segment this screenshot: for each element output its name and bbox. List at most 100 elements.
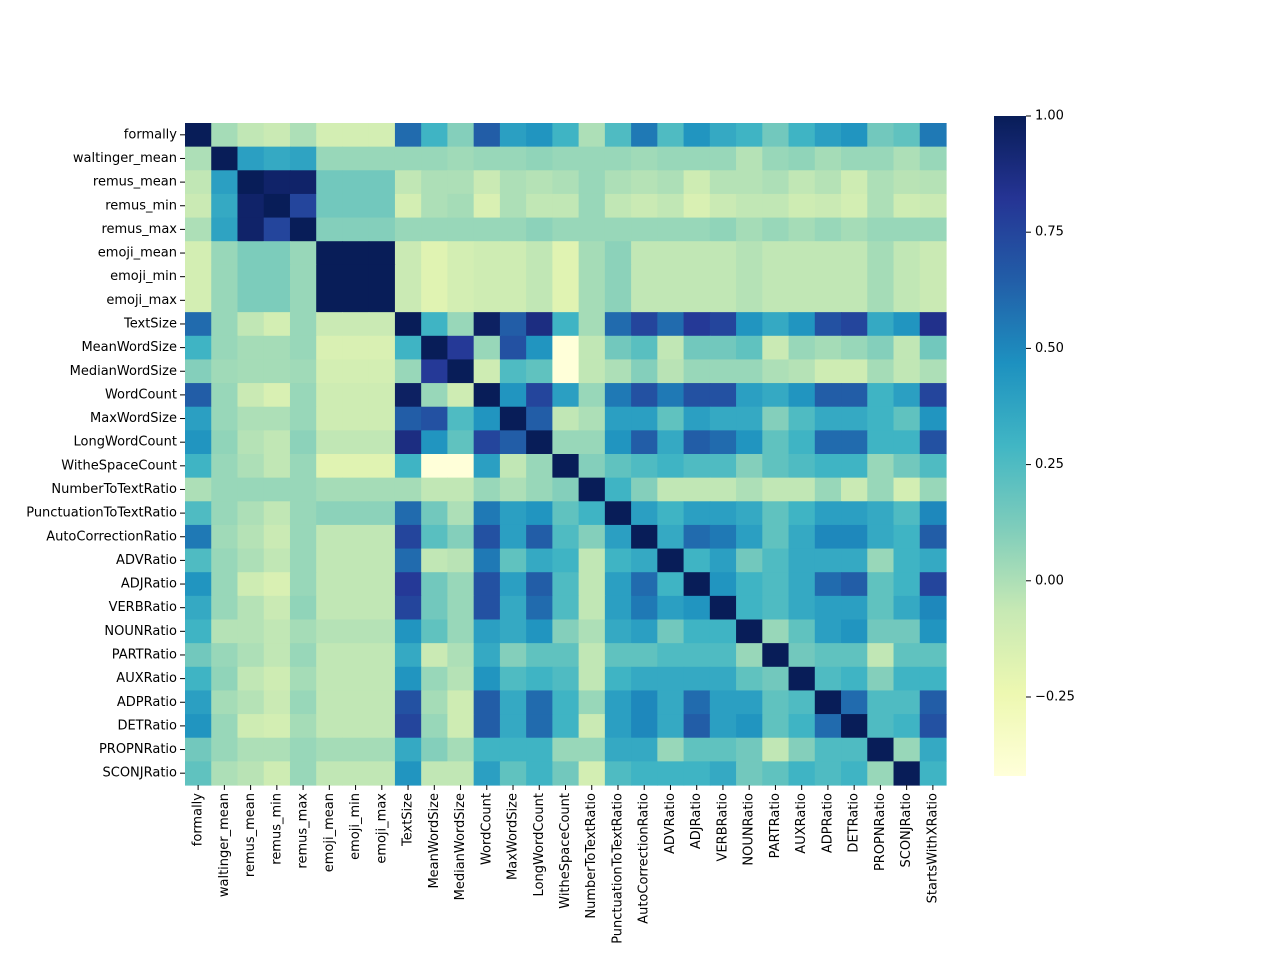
heatmap-cell — [788, 241, 816, 266]
heatmap-cell — [919, 383, 947, 408]
heatmap-cell — [919, 288, 947, 313]
heatmap-cell — [657, 666, 685, 692]
heatmap-cell — [499, 146, 527, 171]
heatmap-cell — [867, 241, 895, 266]
heatmap-cell — [631, 146, 658, 171]
heatmap-cell — [893, 548, 921, 573]
heatmap-cell — [683, 714, 711, 739]
heatmap-cell — [263, 477, 291, 502]
heatmap-cell — [552, 288, 580, 313]
heatmap-cell — [919, 217, 947, 242]
heatmap-cell — [447, 690, 475, 715]
heatmap-cell — [893, 193, 921, 219]
heatmap-cell — [237, 477, 265, 502]
heatmap-cell — [683, 737, 711, 762]
heatmap-cell — [604, 737, 632, 762]
heatmap-cell — [736, 359, 763, 384]
heatmap-cell — [342, 312, 370, 337]
heatmap-cell — [185, 288, 212, 313]
heatmap-cell — [499, 123, 527, 148]
heatmap-cell — [709, 643, 737, 668]
heatmap-cell — [289, 170, 317, 195]
heatmap-cell — [289, 193, 317, 219]
heatmap-cell — [394, 690, 422, 715]
heatmap-cell — [893, 737, 921, 762]
heatmap-cell — [657, 572, 685, 597]
heatmap-cell — [342, 123, 370, 148]
heatmap-cell — [526, 217, 553, 242]
heatmap-cell — [473, 359, 501, 384]
heatmap-cell — [263, 643, 291, 668]
heatmap-cell — [867, 714, 895, 739]
heatmap-cell — [631, 312, 658, 337]
heatmap-cell — [736, 619, 763, 644]
heatmap-cell — [893, 312, 921, 337]
heatmap-cell — [657, 359, 685, 384]
heatmap-cell — [263, 761, 291, 786]
heatmap-cell — [841, 241, 868, 266]
heatmap-cell — [368, 619, 396, 644]
heatmap-cell — [841, 714, 868, 739]
heatmap-cell — [657, 619, 685, 644]
heatmap-cell — [211, 359, 239, 384]
heatmap-cell — [526, 714, 553, 739]
heatmap-cell — [211, 383, 239, 408]
heatmap-cell — [394, 359, 422, 384]
heatmap-cell — [736, 714, 763, 739]
heatmap-cell — [709, 288, 737, 313]
heatmap-cell — [316, 241, 344, 266]
heatmap-cell — [316, 193, 344, 219]
heatmap-cell — [631, 335, 658, 361]
heatmap-cell — [473, 454, 501, 479]
heatmap-cell — [316, 146, 344, 171]
heatmap-cell — [289, 524, 317, 550]
heatmap-cell — [919, 524, 947, 550]
row-tick-label: ADPRatio — [117, 695, 177, 710]
heatmap-cell — [499, 595, 527, 621]
heatmap-cell — [893, 454, 921, 479]
heatmap-cell — [893, 690, 921, 715]
heatmap-cell — [919, 454, 947, 479]
heatmap-cell — [185, 595, 212, 621]
heatmap-cell — [814, 217, 842, 242]
heatmap-cell — [473, 312, 501, 337]
heatmap-cell — [631, 477, 658, 502]
heatmap-cell — [657, 123, 685, 148]
heatmap-cell — [893, 406, 921, 431]
heatmap-cell — [237, 595, 265, 621]
heatmap-cell — [683, 548, 711, 573]
heatmap-cell — [709, 737, 737, 762]
heatmap-cell — [919, 241, 947, 266]
heatmap-cell — [604, 335, 632, 361]
heatmap-cell — [814, 714, 842, 739]
heatmap-cell — [421, 264, 449, 290]
heatmap-cell — [578, 690, 606, 715]
heatmap-cell — [421, 666, 449, 692]
heatmap-cell — [368, 312, 396, 337]
heatmap-cell — [762, 548, 790, 573]
heatmap-cell — [919, 406, 947, 431]
heatmap-cell — [867, 454, 895, 479]
heatmap-cell — [736, 666, 763, 692]
heatmap-cell — [867, 619, 895, 644]
heatmap-cell — [185, 454, 212, 479]
heatmap-cell — [263, 170, 291, 195]
heatmap-cell — [814, 454, 842, 479]
heatmap-cell — [709, 241, 737, 266]
heatmap-cell — [578, 383, 606, 408]
heatmap-cell — [841, 690, 868, 715]
heatmap-cell — [447, 406, 475, 431]
heatmap-cell — [893, 761, 921, 786]
heatmap-cell — [394, 406, 422, 431]
heatmap-cell — [867, 312, 895, 337]
heatmap-cell — [578, 643, 606, 668]
heatmap-cell — [788, 170, 816, 195]
heatmap-cell — [657, 477, 685, 502]
heatmap-cell — [709, 383, 737, 408]
heatmap-cell — [526, 454, 553, 479]
heatmap-cell — [394, 288, 422, 313]
heatmap-cell — [736, 123, 763, 148]
heatmap-cell — [342, 643, 370, 668]
heatmap-cell — [342, 548, 370, 573]
heatmap-cell — [552, 524, 580, 550]
